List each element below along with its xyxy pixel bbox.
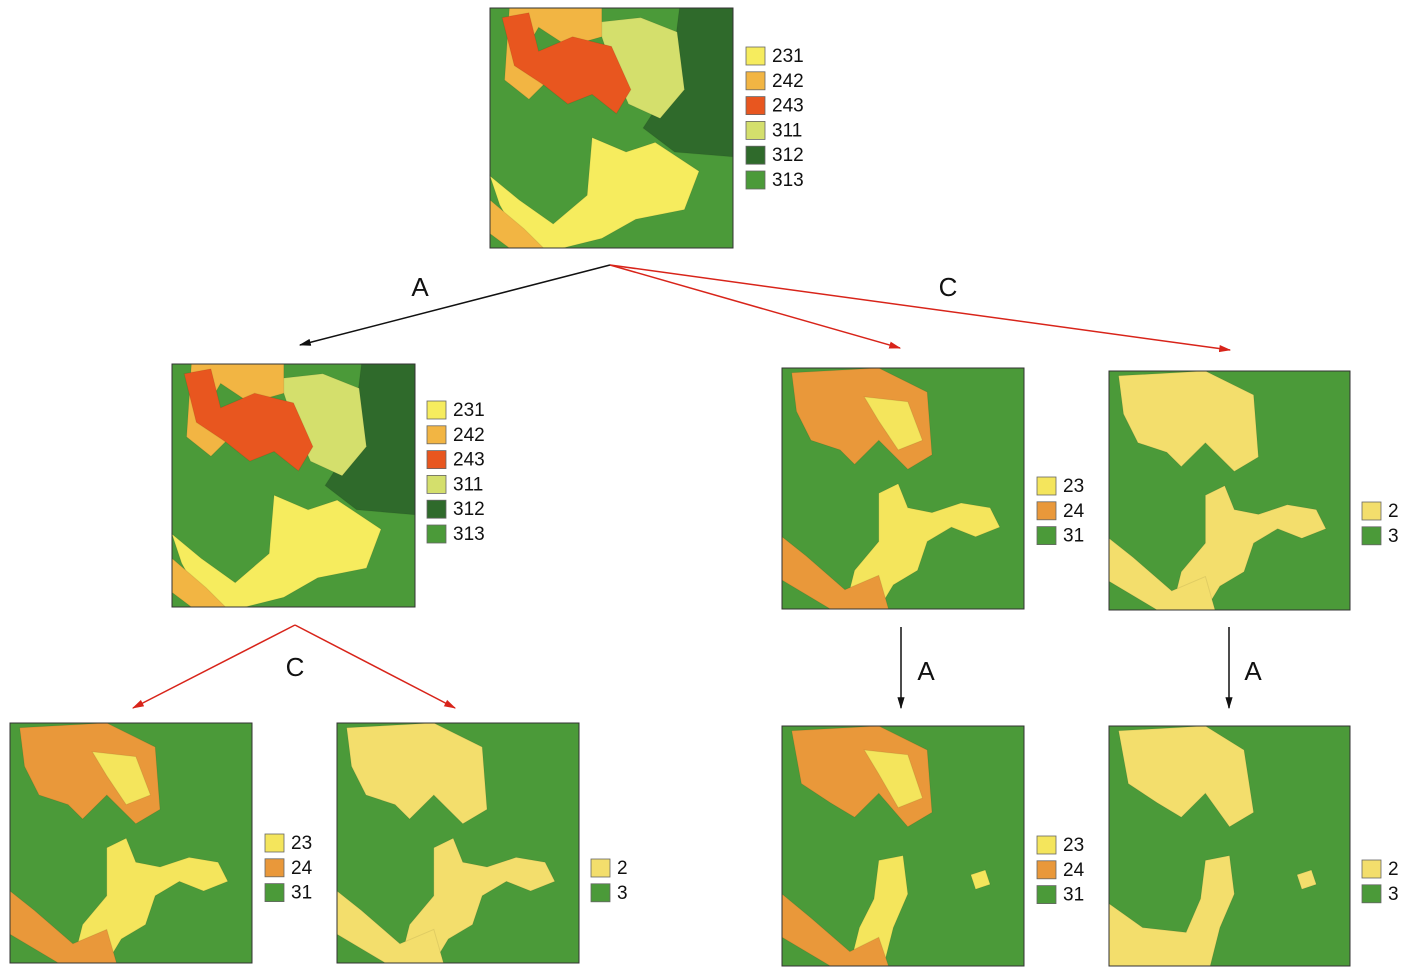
arrow bbox=[610, 265, 1230, 350]
arrow bbox=[295, 625, 455, 708]
legend-swatch bbox=[1362, 860, 1381, 878]
legend-swatch bbox=[1037, 886, 1056, 904]
map: 231 242 243 311 312 313 bbox=[172, 364, 485, 607]
legend-swatch bbox=[427, 401, 446, 419]
legend-label: 313 bbox=[453, 524, 485, 545]
map: 23 24 31 bbox=[10, 723, 313, 963]
legend-swatch bbox=[427, 525, 446, 543]
legend-label: 23 bbox=[1063, 835, 1084, 856]
legend-label: 231 bbox=[772, 46, 804, 67]
legend-label: 2 bbox=[617, 858, 628, 879]
legend-label: 2 bbox=[1388, 859, 1399, 880]
legend-label: 3 bbox=[1388, 526, 1399, 547]
legend-label: 312 bbox=[453, 499, 485, 520]
legend-swatch bbox=[1362, 502, 1381, 520]
map: 23 bbox=[1109, 371, 1399, 610]
legend-swatch bbox=[427, 451, 446, 469]
legend-swatch bbox=[746, 171, 765, 189]
diagram: A C C A A 231242243311312313231242243311… bbox=[0, 0, 1412, 969]
legend-swatch bbox=[265, 884, 284, 902]
legend-label: 311 bbox=[772, 120, 802, 141]
edge-label: A bbox=[411, 272, 429, 302]
map: 23 24 31 bbox=[782, 726, 1085, 966]
legend-label: 23 bbox=[1063, 476, 1084, 497]
legend-swatch bbox=[427, 426, 446, 444]
legend-label: 313 bbox=[772, 170, 804, 191]
arrow bbox=[610, 265, 900, 348]
legend-swatch bbox=[265, 834, 284, 852]
map: 23 24 31 bbox=[782, 368, 1085, 609]
map: 231 242 243 311 312 313 bbox=[490, 8, 804, 248]
legend-label: 3 bbox=[1388, 884, 1399, 905]
legend-label: 31 bbox=[1063, 526, 1084, 547]
legend-swatch bbox=[1362, 527, 1381, 545]
legend-label: 24 bbox=[1063, 501, 1085, 522]
map: 23 bbox=[1109, 726, 1399, 966]
legend-swatch bbox=[746, 97, 765, 115]
legend-label: 311 bbox=[453, 474, 483, 495]
legend-swatch bbox=[746, 146, 765, 164]
legend-swatch bbox=[746, 47, 765, 65]
legend-label: 231 bbox=[453, 400, 485, 421]
legend-label: 31 bbox=[1063, 885, 1084, 906]
legend-swatch bbox=[1037, 502, 1056, 520]
legend-swatch bbox=[1037, 477, 1056, 495]
legend-label: 242 bbox=[453, 425, 485, 446]
edge-label: C bbox=[286, 652, 305, 682]
legend-swatch bbox=[746, 72, 765, 90]
legend-swatch bbox=[1037, 527, 1056, 545]
legend-swatch bbox=[427, 475, 446, 493]
arrow bbox=[300, 265, 610, 345]
legend-label: 312 bbox=[772, 145, 804, 166]
map: 23 bbox=[337, 723, 628, 963]
edge-label: A bbox=[1244, 656, 1262, 686]
legend-label: 24 bbox=[291, 858, 313, 879]
legend-label: 23 bbox=[291, 833, 312, 854]
arrow bbox=[133, 625, 295, 708]
legend-label: 243 bbox=[453, 450, 485, 471]
legend-label: 2 bbox=[1388, 501, 1399, 522]
legend-swatch bbox=[1037, 836, 1056, 854]
legend-swatch bbox=[1362, 885, 1381, 903]
legend-label: 243 bbox=[772, 96, 804, 117]
legend-swatch bbox=[591, 884, 610, 902]
legend-label: 31 bbox=[291, 883, 312, 904]
legend-swatch bbox=[265, 859, 284, 877]
legend-label: 24 bbox=[1063, 860, 1085, 881]
edge-label: C bbox=[939, 272, 958, 302]
legend-swatch bbox=[591, 859, 610, 877]
legend-label: 242 bbox=[772, 71, 804, 92]
legend-swatch bbox=[1037, 861, 1056, 879]
legend-swatch bbox=[427, 500, 446, 518]
legend-swatch bbox=[746, 121, 765, 139]
legend-label: 3 bbox=[617, 883, 628, 904]
edge-label: A bbox=[917, 656, 935, 686]
